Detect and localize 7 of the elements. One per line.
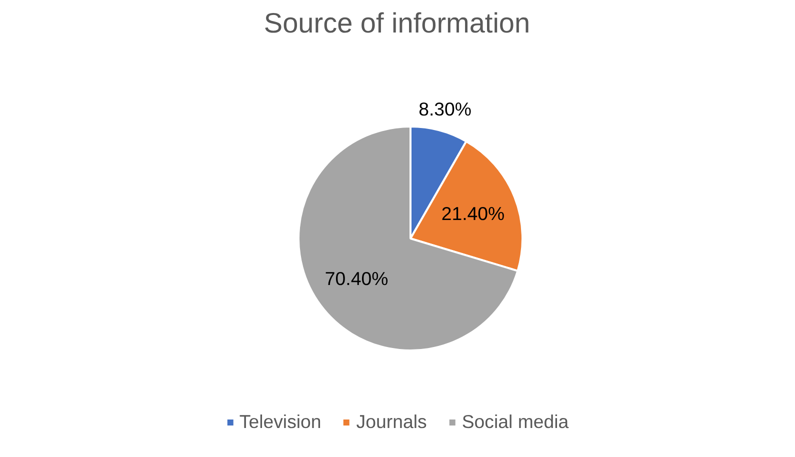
data-label: 8.30% <box>418 98 472 120</box>
legend-label: Television <box>239 411 322 433</box>
data-label: 21.40% <box>441 203 505 224</box>
legend-label: Social media <box>462 411 569 433</box>
chart-title: Source of information <box>264 8 530 38</box>
legend-label: Journals <box>356 411 427 433</box>
data-label: 70.40% <box>324 268 388 290</box>
